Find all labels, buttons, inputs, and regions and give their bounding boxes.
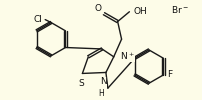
Text: Br$^-$: Br$^-$ <box>170 4 188 15</box>
Text: N$^+$: N$^+$ <box>119 50 134 62</box>
Text: O: O <box>94 4 101 13</box>
Text: N: N <box>100 77 106 86</box>
Text: S: S <box>78 79 84 88</box>
Text: F: F <box>166 70 172 79</box>
Text: H: H <box>98 89 103 98</box>
Text: Cl: Cl <box>33 15 42 24</box>
Text: OH: OH <box>133 7 146 16</box>
